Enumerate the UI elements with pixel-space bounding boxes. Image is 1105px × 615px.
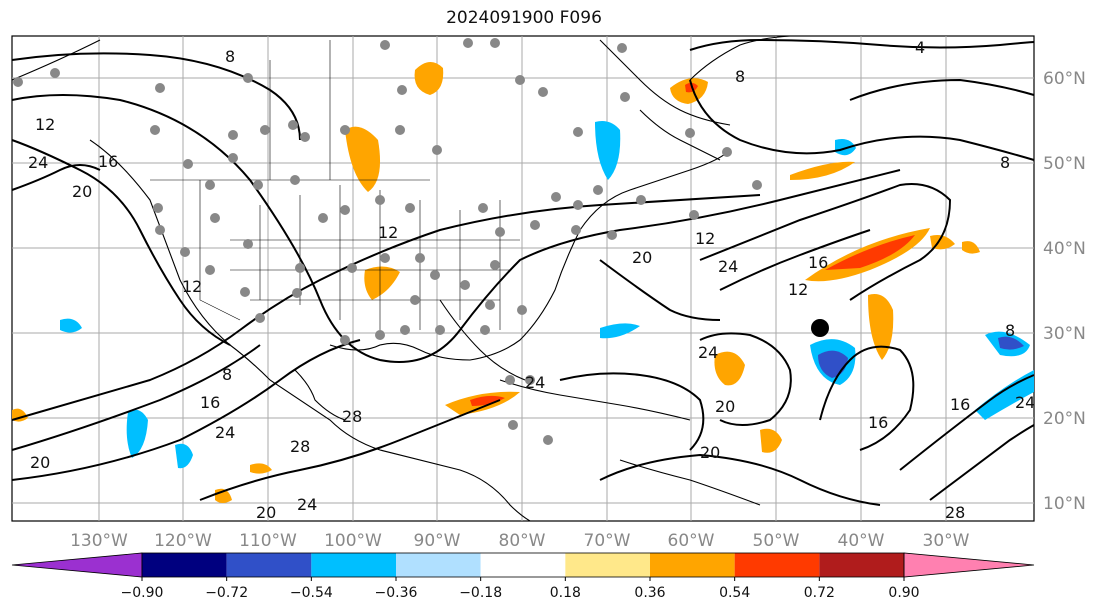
svg-text:16: 16 (950, 395, 970, 414)
svg-text:20: 20 (632, 248, 652, 267)
station-markers (13, 38, 762, 445)
svg-text:8: 8 (735, 67, 745, 86)
colorbar-tick-label: −0.72 (205, 585, 248, 601)
svg-text:28: 28 (342, 407, 362, 426)
svg-text:30°N: 30°N (1043, 324, 1086, 344)
colorbar-segment (650, 553, 735, 577)
svg-text:16: 16 (200, 393, 220, 412)
colorbar-segment (565, 553, 650, 577)
svg-text:60°W: 60°W (668, 531, 715, 551)
svg-text:100°W: 100°W (324, 531, 382, 551)
svg-text:24: 24 (215, 423, 235, 442)
contour-labels: 8 4 8 12 16 24 20 8 12 16 20 24 12 20 24… (28, 38, 1035, 522)
colorbar: −0.90 −0.72 −0.54 −0.36 −0.18 0.18 0.36 0.54 0.7… (11, 552, 1035, 601)
svg-text:130°W: 130°W (70, 531, 128, 551)
colorbar-tick-label: 0.18 (550, 585, 581, 601)
latitude-labels: 60°N 50°N 40°N 30°N 20°N 10°N (1043, 69, 1086, 514)
storm-center-marker (811, 319, 829, 337)
svg-text:8: 8 (1005, 321, 1015, 340)
svg-text:20: 20 (30, 453, 50, 472)
svg-text:20: 20 (72, 182, 92, 201)
colorbar-tick-label: 0.36 (634, 585, 665, 601)
colorbar-tick-label: −0.36 (375, 585, 418, 601)
colorbar-segment (396, 553, 481, 577)
svg-text:20°N: 20°N (1043, 409, 1086, 429)
svg-text:24: 24 (1015, 393, 1035, 412)
svg-text:50°N: 50°N (1043, 154, 1086, 174)
svg-text:30°W: 30°W (923, 531, 970, 551)
svg-text:80°W: 80°W (499, 531, 546, 551)
svg-text:24: 24 (297, 495, 317, 514)
svg-text:120°W: 120°W (154, 531, 212, 551)
svg-text:20: 20 (256, 503, 276, 522)
svg-text:40°N: 40°N (1043, 239, 1086, 259)
svg-text:12: 12 (378, 223, 398, 242)
svg-text:24: 24 (28, 153, 48, 172)
svg-text:24: 24 (718, 257, 738, 276)
colorbar-outline (141, 552, 905, 578)
svg-text:8: 8 (1000, 153, 1010, 172)
svg-text:24: 24 (698, 343, 718, 362)
svg-text:12: 12 (788, 280, 808, 299)
svg-text:16: 16 (808, 253, 828, 272)
svg-text:70°W: 70°W (584, 531, 631, 551)
colorbar-segment (480, 553, 566, 577)
svg-text:40°W: 40°W (838, 531, 885, 551)
svg-text:12: 12 (35, 115, 55, 134)
colorbar-tick-label: −0.54 (290, 585, 333, 601)
colorbar-tick-label: −0.18 (459, 585, 502, 601)
svg-text:90°W: 90°W (414, 531, 461, 551)
map-title: 2024091900 F096 (446, 8, 602, 28)
map-frame (11, 35, 1035, 522)
svg-text:10°N: 10°N (1043, 494, 1086, 514)
svg-text:20: 20 (700, 443, 720, 462)
shaded-fields (12, 61, 1034, 503)
colorbar-tick-label: 0.54 (719, 585, 750, 601)
svg-text:28: 28 (945, 503, 965, 522)
colorbar-tick-label: 0.90 (888, 585, 919, 601)
longitude-labels: 130°W 120°W 110°W 100°W 90°W 80°W 70°W 6… (70, 531, 970, 551)
svg-text:16: 16 (868, 413, 888, 432)
colorbar-extend-high (903, 552, 1035, 578)
colorbar-extend-low (11, 552, 143, 578)
svg-text:8: 8 (225, 47, 235, 66)
colorbar-segment (311, 553, 396, 577)
colorbar-segment (734, 553, 820, 577)
svg-text:8: 8 (222, 365, 232, 384)
svg-text:28: 28 (290, 437, 310, 456)
svg-text:16: 16 (98, 152, 118, 171)
colorbar-segment (226, 553, 312, 577)
svg-text:20: 20 (715, 397, 735, 416)
svg-text:50°W: 50°W (753, 531, 800, 551)
svg-text:60°N: 60°N (1043, 69, 1086, 89)
svg-text:4: 4 (915, 38, 925, 57)
svg-text:110°W: 110°W (239, 531, 297, 551)
svg-text:24: 24 (525, 373, 545, 392)
contour-lines (11, 38, 1035, 506)
colorbar-segment (819, 553, 904, 577)
colorbar-tick-label: −0.90 (121, 585, 164, 601)
svg-text:12: 12 (695, 229, 715, 248)
colorbar-segment (142, 553, 227, 577)
svg-text:12: 12 (182, 277, 202, 296)
colorbar-tick-label: 0.72 (804, 585, 835, 601)
